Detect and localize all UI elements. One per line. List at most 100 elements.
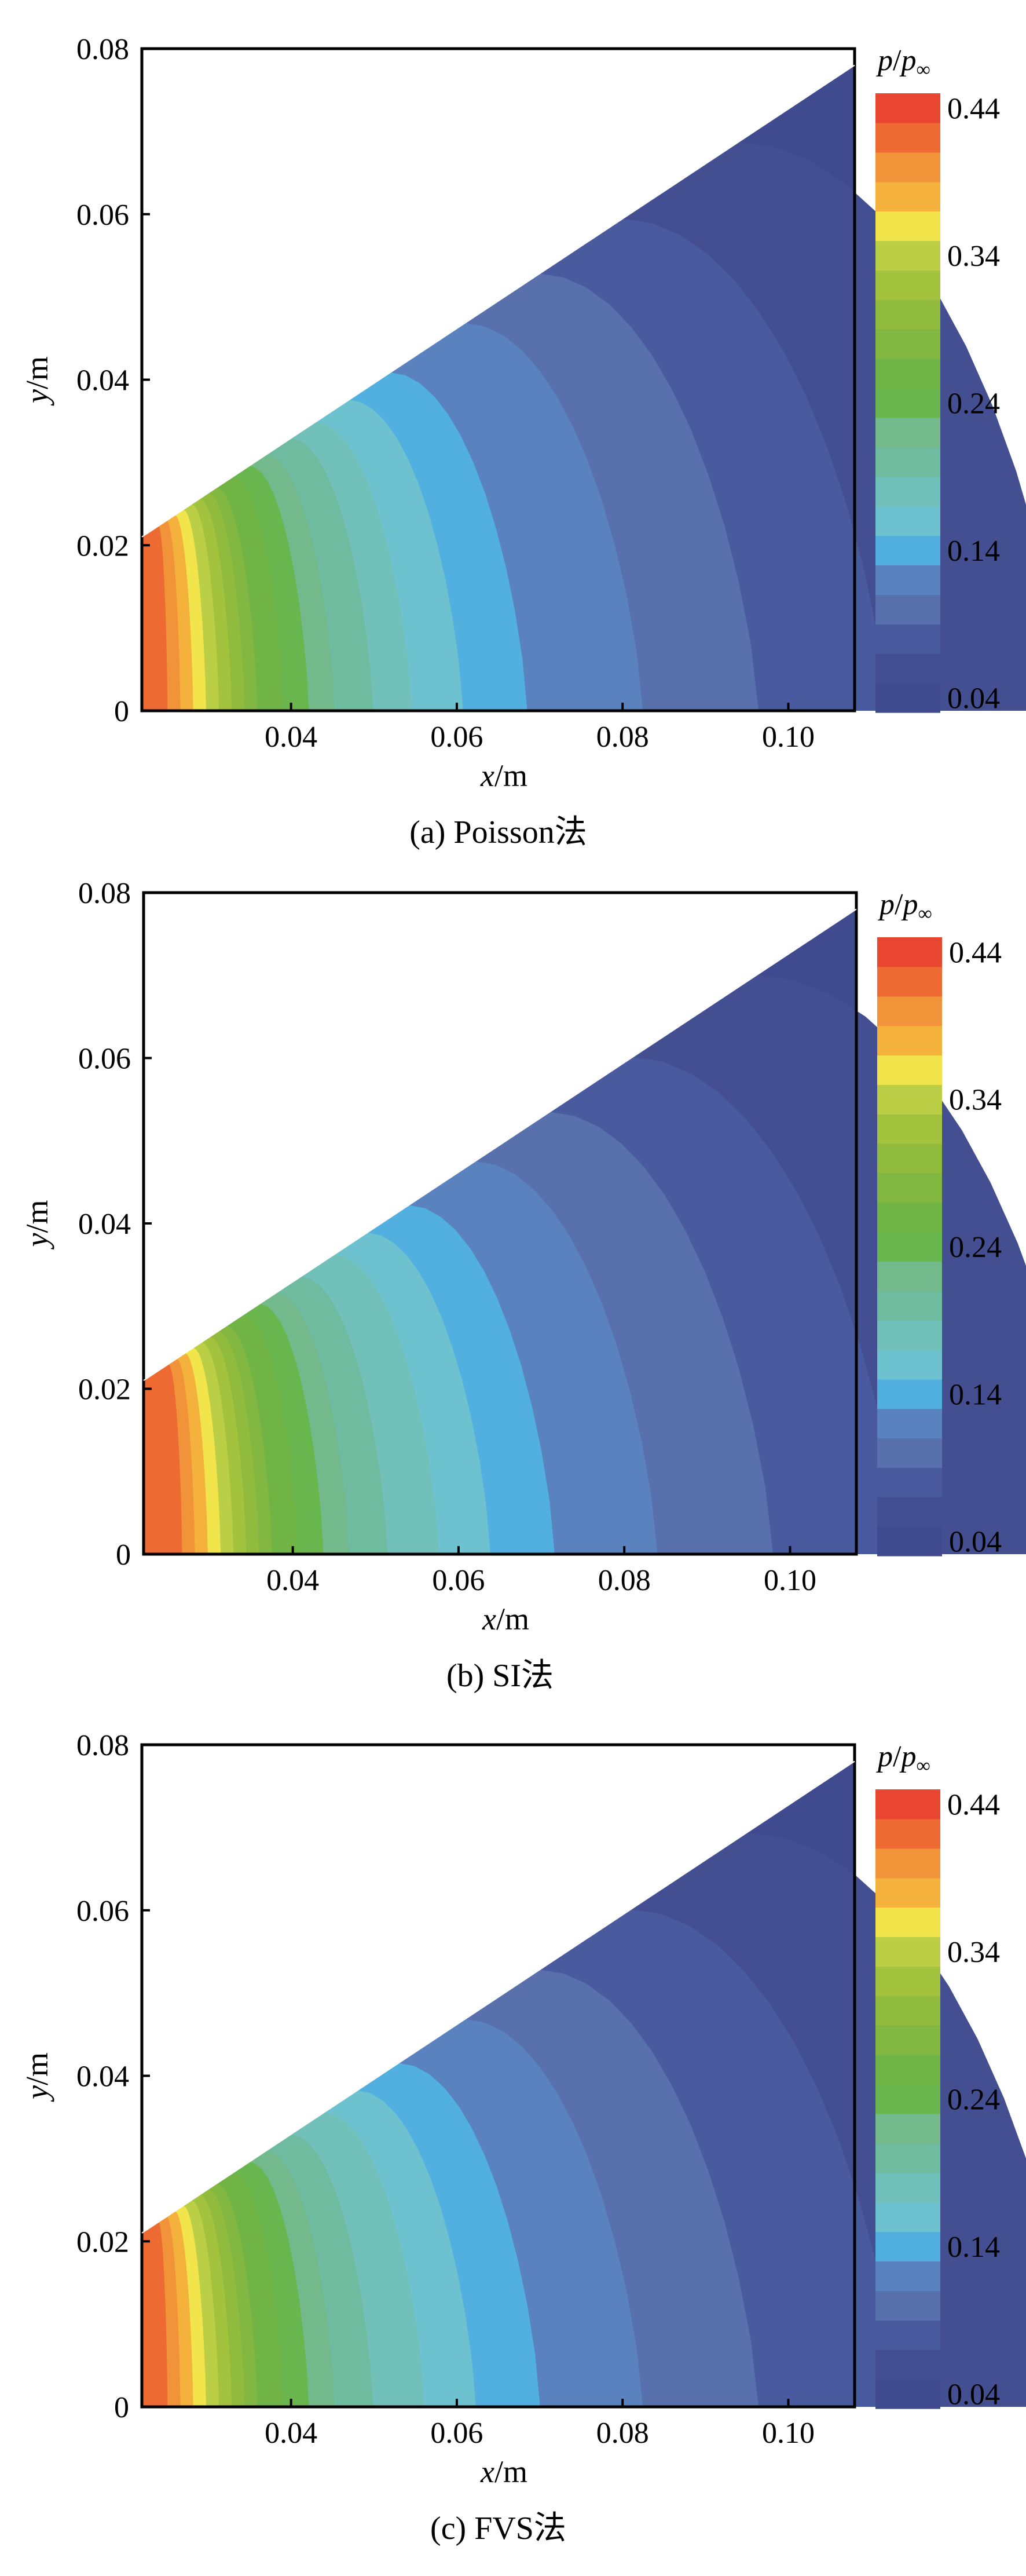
colorbar: 0.440.340.240.140.04p/p∞ (875, 1740, 1000, 2411)
contour-field (142, 65, 1026, 711)
x-axis-var: x (480, 2454, 494, 2489)
colorbar-swatch (875, 565, 940, 595)
colorbar-tick-label: 0.34 (949, 1084, 1002, 1117)
colorbar-swatch (877, 1025, 942, 1056)
x-tick-label: 0.04 (265, 2417, 317, 2450)
x-tick-label: 0.08 (596, 721, 649, 754)
colorbar-tick-label: 0.44 (947, 92, 1000, 125)
colorbar-swatch (877, 1497, 942, 1527)
colorbar-swatch (875, 2350, 940, 2380)
colorbar-swatch (875, 2084, 940, 2114)
y-axis-unit: /m (20, 2052, 54, 2085)
colorbar-swatch (875, 240, 940, 271)
y-tick-label: 0.04 (78, 1208, 131, 1241)
colorbar-swatch (877, 937, 942, 967)
colorbar-tick-label: 0.04 (947, 682, 1000, 715)
colorbar-swatch (875, 2143, 940, 2173)
colorbar-swatch (875, 476, 940, 507)
colorbar: 0.440.340.240.140.04p/p∞ (877, 888, 1002, 1559)
colorbar-title: p/p∞ (875, 44, 930, 81)
colorbar-title: p/p∞ (875, 1740, 930, 1777)
x-tick-label: 0.10 (762, 2417, 815, 2450)
colorbar-swatch (875, 122, 940, 153)
colorbar-swatch (875, 2055, 940, 2085)
colorbar-swatch (875, 1966, 940, 1996)
colorbar-tick-label: 0.24 (949, 1231, 1002, 1264)
wall-line (141, 1760, 855, 2234)
colorbar-tick-label: 0.14 (947, 2231, 1000, 2264)
contour-panel-a: 0.04 0.06 0.08 0.1000.020.040.060.08x/my/m(… (20, 33, 1026, 850)
y-tick-label: 0.08 (76, 33, 129, 66)
y-tick-label: 0.04 (76, 2060, 129, 2093)
colorbar-tick-label: 0.24 (947, 388, 1000, 421)
colorbar-swatch (877, 1232, 942, 1262)
colorbar-tick-label: 0.14 (947, 535, 1000, 568)
x-tick-label: 0.06 (432, 1564, 485, 1597)
colorbar-swatch (877, 1114, 942, 1144)
wall-line (143, 908, 857, 1382)
colorbar-title-var2: p (900, 888, 918, 921)
colorbar-swatch (875, 152, 940, 182)
colorbar-swatch (875, 683, 940, 713)
y-axis-label: y/m (20, 1200, 54, 1250)
panel-caption: (a) Poisson法 (409, 814, 587, 850)
colorbar-swatch (877, 1291, 942, 1321)
x-tick-label: 0.08 (596, 2417, 649, 2450)
colorbar-swatch (877, 1350, 942, 1380)
x-axis-unit: /m (494, 758, 527, 793)
colorbar-swatch (875, 1877, 940, 1908)
colorbar-swatch (875, 594, 940, 624)
colorbar-title-var2: p (899, 1740, 916, 1773)
colorbar-title-sub: ∞ (916, 1755, 930, 1777)
y-tick-label: 0.02 (76, 529, 129, 562)
colorbar-tick-label: 0.14 (949, 1378, 1002, 1411)
colorbar-swatch (875, 2261, 940, 2291)
colorbar-swatch (875, 2025, 940, 2055)
colorbar-swatch (877, 1379, 942, 1409)
contour-panel-b: 0.04 0.06 0.08 0.1000.020.040.060.08x/my/m(… (20, 877, 1026, 1694)
colorbar-swatch (875, 93, 940, 123)
colorbar-swatch (877, 1261, 942, 1291)
domain-exterior (142, 1745, 855, 2233)
colorbar-swatch (875, 1936, 940, 1967)
colorbar-swatch (877, 1055, 942, 1085)
x-axis-label: x/m (480, 758, 527, 793)
colorbar-swatch (875, 2290, 940, 2321)
x-axis-label: x/m (480, 2454, 527, 2489)
y-tick-label: 0.08 (76, 1729, 129, 1762)
colorbar-swatch (877, 1320, 942, 1350)
y-tick-label: 0 (114, 2391, 129, 2424)
x-tick-label: 0.06 (430, 2417, 483, 2450)
y-axis-var: y (20, 1233, 54, 1249)
colorbar-swatch (875, 2379, 940, 2409)
y-tick-label: 0.02 (78, 1373, 131, 1406)
colorbar-swatch (875, 2172, 940, 2203)
colorbar-swatch (877, 1467, 942, 1497)
colorbar-swatch (875, 624, 940, 654)
domain-exterior (144, 893, 856, 1381)
colorbar-swatch (875, 1789, 940, 1819)
colorbar-title-slash: / (893, 44, 902, 77)
colorbar-swatch (877, 1202, 942, 1233)
colorbar-title-slash: / (893, 1740, 902, 1773)
colorbar-swatch (875, 1996, 940, 2026)
colorbar-swatch (875, 211, 940, 242)
contour-band (142, 526, 168, 711)
colorbar-tick-label: 0.44 (949, 936, 1002, 969)
colorbar-tick-label: 0.34 (947, 240, 1000, 273)
colorbar-swatch (875, 388, 940, 418)
colorbar-tick-label: 0.34 (947, 1936, 1000, 1969)
x-tick-label: 0.06 (430, 721, 483, 754)
colorbar-swatch (875, 653, 940, 684)
colorbar-swatch (877, 966, 942, 997)
x-axis-var: x (482, 1602, 496, 1636)
x-tick-label: 0.04 (265, 721, 317, 754)
colorbar-swatch (875, 447, 940, 477)
colorbar-swatch (875, 1818, 940, 1849)
y-axis-var: y (20, 389, 54, 406)
colorbar-swatch (875, 329, 940, 359)
x-axis-unit: /m (494, 2454, 527, 2489)
colorbar-title-var: p (875, 44, 893, 77)
y-axis-unit: /m (20, 1200, 54, 1233)
colorbar-tick-label: 0.44 (947, 1788, 1000, 1821)
